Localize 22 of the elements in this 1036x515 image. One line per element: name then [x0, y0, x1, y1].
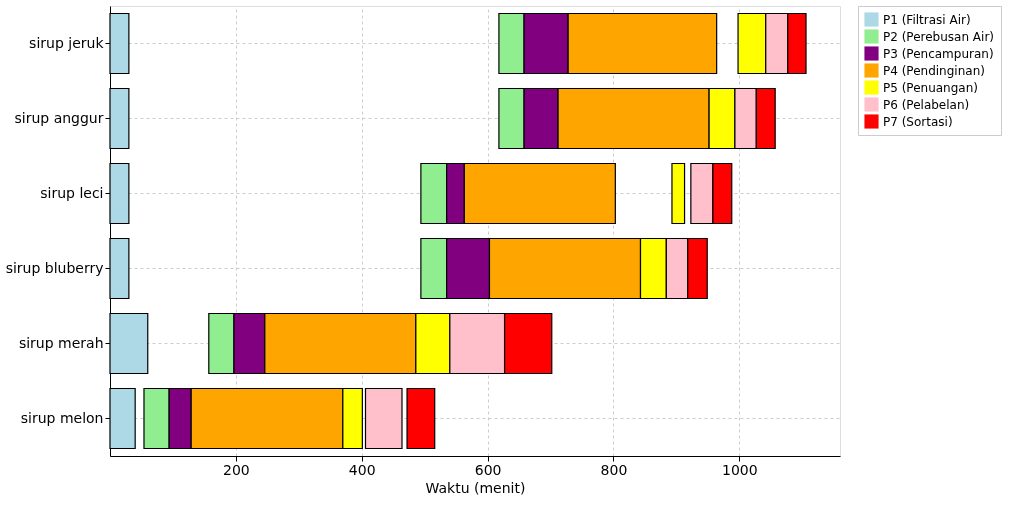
legend-label: P6 (Pelabelan) [883, 97, 970, 112]
x-tick-label: 400 [348, 461, 376, 478]
x-tick-label: 800 [600, 461, 628, 478]
y-tick-label: sirup melon [20, 409, 104, 426]
y-tick-label: sirup jeruk [29, 34, 105, 51]
bar [406, 387, 436, 450]
y-tick-label: sirup bluberry [5, 259, 104, 276]
x-tick-label: 600 [474, 461, 502, 478]
y-tick-label: sirup merah [18, 334, 104, 351]
y-tick-label: sirup anggur [14, 109, 104, 126]
x-tick-label: 200 [222, 461, 250, 478]
x-tick-label: 1000 [721, 461, 758, 478]
legend-label: P2 (Perebusan Air) [883, 29, 995, 44]
x-axis-title: Waktu (menit) [425, 479, 526, 496]
legend-label: P1 (Filtrasi Air) [883, 12, 971, 27]
legend-label: P7 (Sortasi) [883, 114, 953, 129]
bar [671, 162, 686, 225]
bar [364, 387, 403, 450]
y-tick-label: sirup leci [40, 184, 104, 201]
legend-label: P4 (Pendinginan) [883, 63, 985, 78]
legend-label: P5 (Penuangan) [883, 80, 978, 95]
legend-label: P3 (Pencampuran) [883, 46, 994, 61]
